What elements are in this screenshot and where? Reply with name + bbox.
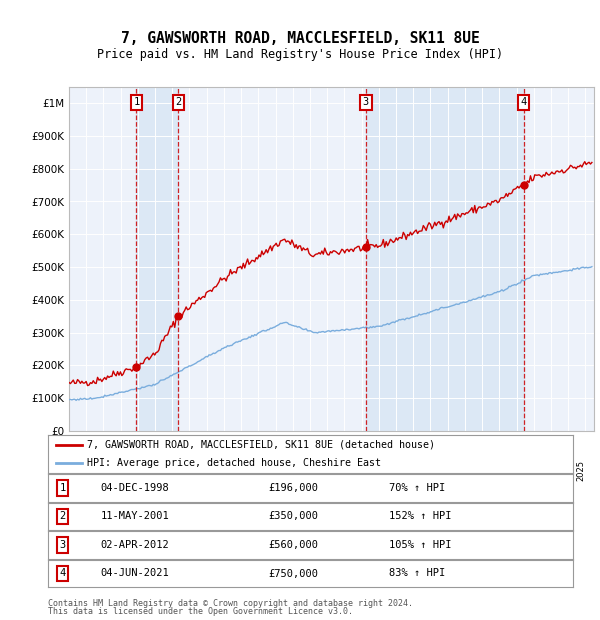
Text: 2003: 2003 xyxy=(198,460,207,481)
Text: 2004: 2004 xyxy=(215,460,224,481)
Text: 7, GAWSWORTH ROAD, MACCLESFIELD, SK11 8UE: 7, GAWSWORTH ROAD, MACCLESFIELD, SK11 8U… xyxy=(121,31,479,46)
Text: 2021: 2021 xyxy=(508,460,517,481)
Text: 105% ↑ HPI: 105% ↑ HPI xyxy=(389,540,452,550)
Text: 70% ↑ HPI: 70% ↑ HPI xyxy=(389,483,445,493)
Text: Contains HM Land Registry data © Crown copyright and database right 2024.: Contains HM Land Registry data © Crown c… xyxy=(48,598,413,608)
Text: 02-APR-2012: 02-APR-2012 xyxy=(101,540,169,550)
Text: 1996: 1996 xyxy=(77,460,86,481)
Text: £350,000: £350,000 xyxy=(269,512,319,521)
Text: 1999: 1999 xyxy=(129,460,138,481)
Text: 11-MAY-2001: 11-MAY-2001 xyxy=(101,512,169,521)
Text: 2012: 2012 xyxy=(353,460,362,481)
Text: 2: 2 xyxy=(175,97,182,107)
Text: 2001: 2001 xyxy=(163,460,172,481)
Text: 4: 4 xyxy=(59,569,66,578)
Text: 152% ↑ HPI: 152% ↑ HPI xyxy=(389,512,452,521)
Text: 1997: 1997 xyxy=(94,460,103,481)
Text: 1995: 1995 xyxy=(60,460,69,481)
Text: 2020: 2020 xyxy=(490,460,499,481)
Text: 2: 2 xyxy=(59,512,66,521)
Text: 2006: 2006 xyxy=(250,460,259,481)
Text: 2022: 2022 xyxy=(525,460,534,481)
Text: 2000: 2000 xyxy=(146,460,155,481)
Text: 1: 1 xyxy=(59,483,66,493)
Bar xyxy=(136,87,178,431)
Text: 2017: 2017 xyxy=(439,460,448,481)
Text: 2005: 2005 xyxy=(232,460,241,481)
Text: 2011: 2011 xyxy=(335,460,344,481)
Text: 04-DEC-1998: 04-DEC-1998 xyxy=(101,483,169,493)
Text: 2023: 2023 xyxy=(542,460,551,481)
Text: 2007: 2007 xyxy=(266,460,275,481)
Text: 2025: 2025 xyxy=(577,460,586,481)
Text: 83% ↑ HPI: 83% ↑ HPI xyxy=(389,569,445,578)
Text: 3: 3 xyxy=(363,97,369,107)
Text: £196,000: £196,000 xyxy=(269,483,319,493)
Text: 04-JUN-2021: 04-JUN-2021 xyxy=(101,569,169,578)
Text: £750,000: £750,000 xyxy=(269,569,319,578)
Bar xyxy=(366,87,524,431)
Text: 1998: 1998 xyxy=(112,460,121,481)
Text: 2010: 2010 xyxy=(318,460,327,481)
Text: Price paid vs. HM Land Registry's House Price Index (HPI): Price paid vs. HM Land Registry's House … xyxy=(97,48,503,61)
Text: 2016: 2016 xyxy=(421,460,430,481)
Text: 2019: 2019 xyxy=(473,460,482,481)
Text: 2018: 2018 xyxy=(456,460,465,481)
Text: 4: 4 xyxy=(521,97,527,107)
Text: 2024: 2024 xyxy=(559,460,568,481)
Text: 7, GAWSWORTH ROAD, MACCLESFIELD, SK11 8UE (detached house): 7, GAWSWORTH ROAD, MACCLESFIELD, SK11 8U… xyxy=(88,440,436,450)
Text: 2014: 2014 xyxy=(387,460,396,481)
Text: 3: 3 xyxy=(59,540,66,550)
Text: 2002: 2002 xyxy=(181,460,190,481)
Text: HPI: Average price, detached house, Cheshire East: HPI: Average price, detached house, Ches… xyxy=(88,458,382,467)
Text: 2008: 2008 xyxy=(284,460,293,481)
Text: 2015: 2015 xyxy=(404,460,413,481)
Text: 1: 1 xyxy=(133,97,140,107)
Text: This data is licensed under the Open Government Licence v3.0.: This data is licensed under the Open Gov… xyxy=(48,607,353,616)
Text: £560,000: £560,000 xyxy=(269,540,319,550)
Text: 2009: 2009 xyxy=(301,460,310,481)
Text: 2013: 2013 xyxy=(370,460,379,481)
